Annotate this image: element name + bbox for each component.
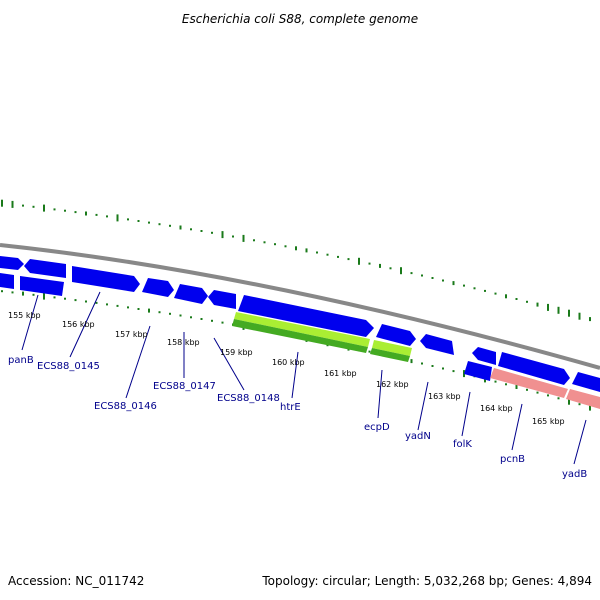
kbp-tick-label: 155 kbp	[8, 311, 41, 320]
kbp-tick-label: 157 kbp	[115, 330, 148, 339]
map-title: Escherichia coli S88, complete genome	[182, 12, 418, 26]
kbp-tick-label: 161 kbp	[324, 369, 357, 378]
kbp-tick-label: 163 kbp	[428, 392, 461, 401]
reverse-strand-track	[0, 273, 600, 409]
gene-feature	[420, 334, 454, 355]
gene-label[interactable]: ECS88_0145	[37, 361, 100, 372]
gene-feature	[24, 259, 66, 278]
rna-feature	[234, 312, 370, 347]
gene-label[interactable]: ECS88_0147	[153, 381, 216, 392]
accession-text: Accession: NC_011742	[8, 574, 145, 588]
gene-feature	[376, 324, 416, 346]
genome-backbone	[0, 243, 600, 370]
rna-feature	[370, 348, 410, 362]
gene-feature	[174, 284, 208, 304]
gene-feature	[0, 273, 14, 289]
gene-label[interactable]: panB	[8, 355, 34, 366]
topology-text: Topology: circular; Length: 5,032,268 bp…	[262, 574, 592, 588]
gene-feature	[238, 295, 374, 337]
gene-feature	[72, 266, 140, 292]
gene-feature	[572, 372, 600, 392]
gene-feature	[208, 290, 236, 309]
rna-feature	[232, 319, 368, 353]
gene-label[interactable]: htrE	[280, 402, 301, 413]
gene-label[interactable]: ecpD	[364, 422, 390, 433]
kbp-tick-label: 159 kbp	[220, 348, 253, 357]
gene-feature	[464, 361, 492, 381]
gene-labels: panB ECS88_0145 ECS88_0146 ECS88_0147 EC…	[8, 355, 587, 480]
gene-feature	[142, 278, 174, 297]
gene-label[interactable]: ECS88_0146	[94, 401, 157, 412]
gene-label[interactable]: folK	[453, 439, 472, 450]
gene-label-leaders	[21, 291, 587, 465]
gene-feature	[20, 276, 64, 296]
gene-feature	[490, 368, 568, 398]
forward-strand-track	[0, 256, 600, 392]
gene-label[interactable]: yadB	[562, 469, 587, 480]
kbp-tick-label: 158 kbp	[167, 338, 200, 347]
gene-label[interactable]: yadN	[405, 431, 431, 442]
gene-feature	[566, 389, 600, 409]
gene-feature	[472, 347, 496, 365]
gc-skew-outer-track	[1, 199, 591, 322]
kbp-tick-label: 156 kbp	[62, 320, 95, 329]
kbp-tick-label: 165 kbp	[532, 417, 565, 426]
rna-feature	[372, 340, 412, 356]
gene-label[interactable]: pcnB	[500, 454, 525, 465]
kbp-tick-label: 164 kbp	[480, 404, 513, 413]
gene-label[interactable]: ECS88_0148	[217, 393, 280, 404]
gene-feature	[0, 256, 24, 270]
kbp-scale: 155 kbp 156 kbp 157 kbp 158 kbp 159 kbp …	[8, 311, 565, 426]
kbp-tick-label: 162 kbp	[376, 380, 409, 389]
kbp-tick-label: 160 kbp	[272, 358, 305, 367]
gene-feature	[498, 352, 570, 385]
